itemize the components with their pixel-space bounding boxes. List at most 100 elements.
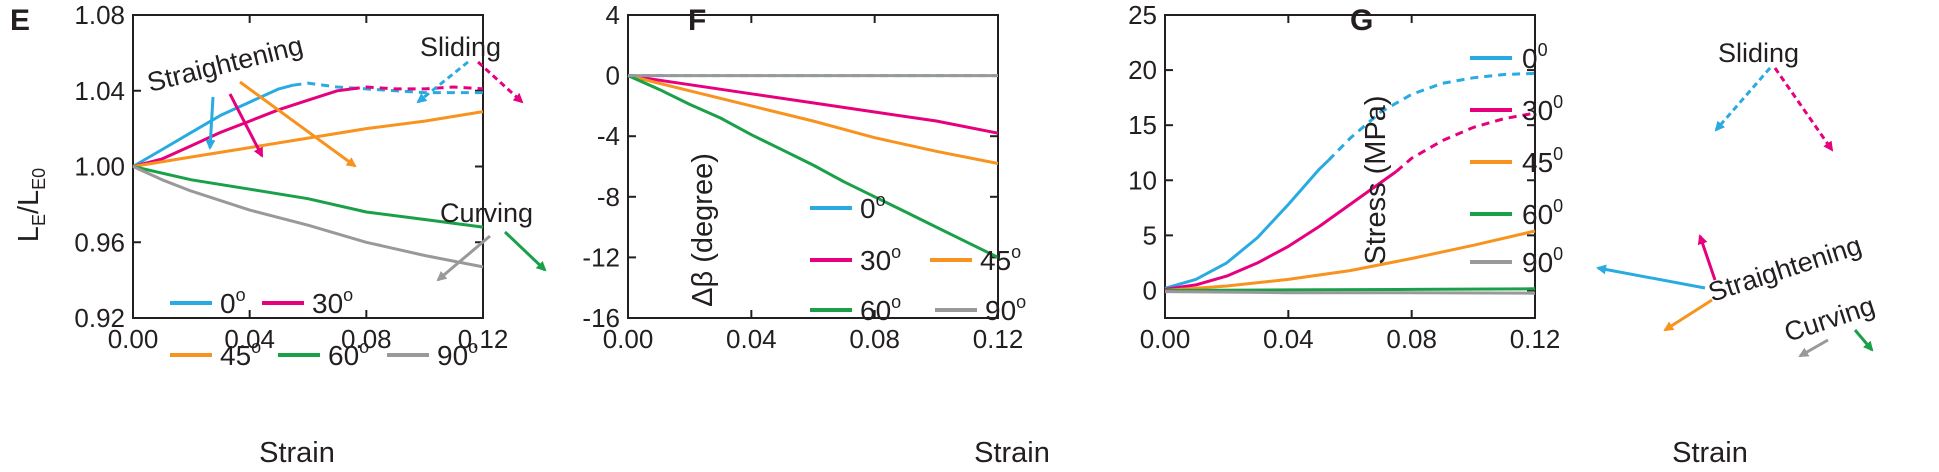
legend-g-label-90: 900	[1522, 244, 1563, 278]
panel-e-ylabel-l2: /L	[13, 190, 45, 214]
panel-g-xtick-label-0: 0.00	[1140, 324, 1191, 354]
panel-g-series-0-solid	[1164, 159, 1330, 290]
panel-g-ytick-label-3: 15	[1128, 110, 1157, 140]
panel-g-ylabel: Stress (MPa)	[1360, 95, 1392, 264]
panel-e-series-45	[132, 110, 484, 168]
panel-g-ytick-label-2: 10	[1128, 165, 1157, 195]
panel-e-label: E	[10, 4, 30, 37]
panel-e-series-90	[132, 165, 484, 269]
panel-e-arrow-straightening-0	[205, 96, 216, 150]
panel-g-series-45	[1164, 229, 1536, 292]
panel-g-plot-area: 0.00 0.04 0.08 0.12 0 5 10 15 20 25	[1128, 0, 1560, 354]
panel-f-legend: 0o 30o 45o 60o 90o	[810, 190, 1026, 326]
panel-f-xlabel: Strain	[974, 437, 1050, 469]
panel-g-xtick-label-2: 0.08	[1386, 324, 1437, 354]
legend-g-label-45: 450	[1522, 144, 1563, 178]
panel-g-legend: 00 300 450 600 900	[1470, 40, 1563, 278]
panel-e-ytick-label-0: 0.92	[74, 303, 125, 333]
panel-f-plot-area: 0.00 0.04 0.08 0.12 -16 -12 -8 -4 0 4	[582, 0, 1023, 354]
panel-e: E 0.00 0.04 0.08 0.12 0.92 0.96 1.00 1.04 1.08 L…	[10, 0, 547, 469]
panel-e-annotation-curving: Curving	[440, 198, 533, 228]
panel-f-xtick-label-0: 0.00	[603, 324, 654, 354]
legend-f-label-45: 45o	[980, 242, 1021, 276]
panel-f-ytick-label-5: 4	[606, 0, 620, 30]
panel-e-arrow-straightening-45	[239, 80, 357, 168]
panel-g-arrow-straightening-30	[1697, 234, 1717, 281]
panel-f-ytick-label-4: 0	[606, 61, 620, 91]
panel-e-arrow-curving-60	[503, 230, 547, 272]
legend-e-label-0: 0o	[220, 285, 246, 319]
panel-e-plot-area: 0.00 0.04 0.08 0.12 0.92 0.96 1.00 1.04 1.08	[74, 0, 508, 354]
panel-e-series-30-solid	[132, 87, 352, 168]
panel-g-arrow-sliding-30	[1773, 67, 1834, 152]
panel-g-ytick-label-0: 0	[1143, 275, 1157, 305]
panel-f-xtick-label-1: 0.04	[726, 324, 777, 354]
panel-e-ytick-label-2: 1.00	[74, 152, 125, 182]
panel-e-arrow-straightening-30	[228, 93, 264, 158]
panel-e-series-0-dashed	[293, 81, 483, 95]
panel-e-ylabel: LE/LE0	[13, 168, 49, 242]
legend-g-label-0: 00	[1522, 40, 1548, 74]
legend-e-label-30: 30o	[312, 285, 353, 319]
panel-f-xtick-label-3: 0.12	[973, 324, 1024, 354]
panel-e-xlabel: Strain	[259, 437, 335, 469]
panel-e-annotation-sliding: Sliding	[420, 32, 501, 62]
panel-g-xtick-label-3: 0.12	[1510, 324, 1561, 354]
panel-g-frame	[1164, 14, 1536, 319]
legend-e-label-45: 45o	[220, 337, 261, 371]
panel-g: G 0.00 0.04 0.08 0.12 0 5 10 15 20 25 Stress (MPa…	[1128, 0, 1878, 469]
panel-g-arrow-sliding-0	[1714, 67, 1772, 132]
panel-g-arrow-straightening-45	[1663, 298, 1713, 332]
panel-e-ylabel-sub1: E	[29, 214, 49, 226]
legend-f-label-0: 0o	[860, 190, 886, 224]
panel-e-series-0-solid	[132, 83, 294, 168]
panel-e-xtick-label-0: 0.00	[108, 324, 159, 354]
panel-f-frame	[627, 14, 999, 319]
panel-e-arrow-sliding-30	[476, 60, 524, 104]
panel-g-annotation-straightening: Straightening	[1705, 230, 1866, 308]
panel-e-ytick-label-1: 0.96	[74, 227, 125, 257]
legend-e-label-60: 60o	[328, 337, 369, 371]
panel-f-ytick-label-0: -16	[582, 303, 620, 333]
panel-f-series-60	[627, 74, 999, 259]
panel-e-legend: 0o 30o 45o 60o 90o	[170, 285, 478, 371]
legend-f-label-90: 90o	[985, 292, 1026, 326]
legend-e-label-90: 90o	[437, 337, 478, 371]
panel-g-series-90	[1164, 290, 1536, 295]
panel-g-ytick-label-1: 5	[1143, 220, 1157, 250]
panel-e-ylabel-l1: L	[13, 226, 45, 242]
panel-e-ytick-label-4: 1.08	[74, 0, 125, 30]
panel-f: F 0.00 0.04 0.08 0.12 -16 -12 -8 -4 0 4 Δβ (degre…	[582, 0, 1049, 469]
panel-e-arrow-curving-90	[436, 234, 491, 282]
panel-e-xtick-label-2: 0.08	[341, 324, 392, 354]
legend-g-label-60: 600	[1522, 196, 1563, 230]
legend-g-label-30: 300	[1522, 92, 1563, 126]
panel-g-ytick-label-5: 25	[1128, 0, 1157, 30]
panel-f-ytick-label-2: -8	[597, 182, 620, 212]
panel-g-xtick-label-1: 0.04	[1263, 324, 1314, 354]
panel-f-series-30	[627, 74, 999, 135]
panel-f-label: F	[688, 4, 706, 37]
panel-g-annotation-sliding: Sliding	[1718, 38, 1799, 68]
panel-e-ylabel-sub2: E0	[29, 168, 49, 190]
legend-f-label-30: 30o	[860, 242, 901, 276]
panel-e-ytick-label-3: 1.04	[74, 76, 125, 106]
panel-g-series-60	[1164, 287, 1536, 292]
panel-g-arrow-straightening-0	[1596, 264, 1706, 290]
panel-g-series-0-dashed	[1327, 71, 1536, 162]
panel-g-xlabel: Strain	[1672, 437, 1748, 469]
panel-f-xtick-label-2: 0.08	[849, 324, 900, 354]
panel-e-series-30-dashed	[351, 85, 484, 91]
panel-f-ytick-label-1: -12	[582, 242, 620, 272]
legend-f-label-60: 60o	[860, 292, 901, 326]
panel-f-series-45	[627, 74, 999, 165]
panel-e-series-60	[132, 165, 484, 229]
panel-g-label: G	[1350, 4, 1373, 37]
panel-g-series-30-solid	[1164, 170, 1398, 291]
panel-e-arrow-sliding-0	[416, 60, 469, 104]
panel-g-arrow-curving-90	[1798, 338, 1829, 358]
panel-g-series-30-dashed	[1395, 111, 1536, 173]
panel-f-ylabel: Δβ (degree)	[687, 153, 719, 307]
panel-g-arrow-curving-60	[1853, 329, 1874, 352]
panel-g-ytick-label-4: 20	[1128, 55, 1157, 85]
